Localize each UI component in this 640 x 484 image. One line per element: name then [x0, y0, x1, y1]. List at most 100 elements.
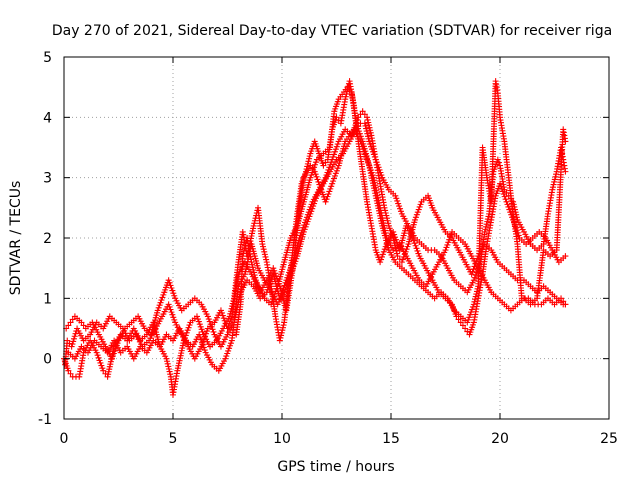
data-point	[470, 301, 477, 308]
data-point	[300, 228, 307, 235]
data-point	[272, 270, 279, 277]
data-point	[68, 343, 75, 350]
series-trace-e	[233, 126, 569, 338]
data-point	[306, 155, 313, 162]
data-point	[314, 176, 321, 183]
data-point	[379, 251, 386, 258]
data-point	[71, 333, 78, 340]
y-tick-label: 3	[43, 171, 52, 187]
data-point	[322, 198, 329, 205]
data-point	[464, 319, 471, 326]
data-point	[78, 319, 85, 326]
data-point	[311, 168, 318, 175]
data-point	[474, 285, 481, 292]
data-point	[472, 296, 479, 303]
data-point	[399, 256, 406, 263]
data-point	[250, 269, 257, 276]
data-point	[110, 350, 117, 357]
data-point	[365, 119, 372, 126]
data-point	[203, 328, 210, 335]
x-tick-label: 0	[60, 431, 69, 447]
data-point	[415, 250, 422, 257]
data-point	[390, 235, 397, 241]
data-point	[156, 302, 163, 309]
data-point	[278, 332, 285, 339]
data-point	[312, 197, 319, 204]
data-point	[374, 161, 381, 168]
data-point	[466, 314, 473, 321]
data-point	[398, 259, 405, 266]
y-tick-label: 1	[43, 291, 52, 307]
data-point	[80, 322, 87, 329]
data-point	[368, 169, 375, 176]
data-point	[94, 352, 101, 359]
data-point	[196, 331, 203, 338]
data-point	[312, 195, 319, 202]
data-point	[468, 306, 475, 313]
data-point	[168, 284, 175, 291]
data-point	[260, 246, 267, 253]
data-point	[328, 183, 335, 190]
data-point	[504, 201, 511, 208]
data-point	[413, 245, 420, 252]
data-point	[367, 141, 374, 148]
data-point	[99, 365, 106, 372]
y-tick-label: 4	[43, 110, 52, 126]
data-point	[361, 120, 368, 127]
data-point	[447, 234, 454, 241]
data-point	[270, 265, 277, 272]
data-point	[157, 299, 164, 306]
data-point	[312, 171, 319, 178]
data-point	[392, 192, 399, 199]
data-point	[197, 334, 204, 341]
data-point	[551, 178, 558, 185]
y-tick-label: 0	[43, 352, 52, 368]
data-point	[221, 317, 228, 324]
data-point	[259, 241, 266, 248]
data-point	[315, 178, 322, 185]
data-point	[353, 120, 360, 127]
y-tick-label: 2	[43, 231, 52, 247]
data-point	[155, 304, 162, 311]
data-point	[330, 153, 337, 160]
data-point	[549, 186, 556, 193]
data-point	[93, 349, 100, 356]
data-point	[165, 277, 172, 284]
data-point	[331, 175, 338, 182]
data-point	[165, 301, 172, 308]
data-point	[154, 307, 161, 314]
data-point	[284, 278, 291, 285]
data-point	[307, 174, 314, 181]
data-point	[404, 243, 411, 250]
data-point	[317, 184, 324, 191]
data-point	[485, 213, 492, 220]
data-point	[67, 319, 74, 326]
data-point	[413, 211, 420, 218]
data-point	[552, 173, 559, 180]
data-point	[202, 333, 209, 340]
data-point	[470, 277, 477, 284]
data-point	[302, 223, 309, 230]
data-point	[275, 280, 282, 287]
data-point	[251, 220, 258, 227]
data-point	[97, 359, 104, 366]
data-point	[250, 266, 257, 273]
data-point	[482, 226, 489, 233]
data-point	[67, 370, 74, 377]
data-point	[359, 108, 366, 115]
data-point	[227, 340, 234, 347]
data-point	[377, 259, 384, 266]
data-point	[455, 316, 462, 323]
data-point	[95, 354, 102, 361]
data-point	[96, 357, 103, 364]
data-point	[368, 143, 375, 150]
data-point	[64, 337, 71, 344]
data-point	[391, 240, 398, 247]
data-point	[159, 294, 166, 301]
data-point	[333, 114, 340, 121]
data-point	[313, 173, 320, 180]
data-point	[168, 309, 175, 316]
data-point	[239, 253, 246, 260]
data-point	[445, 239, 452, 246]
data-point	[550, 181, 557, 188]
